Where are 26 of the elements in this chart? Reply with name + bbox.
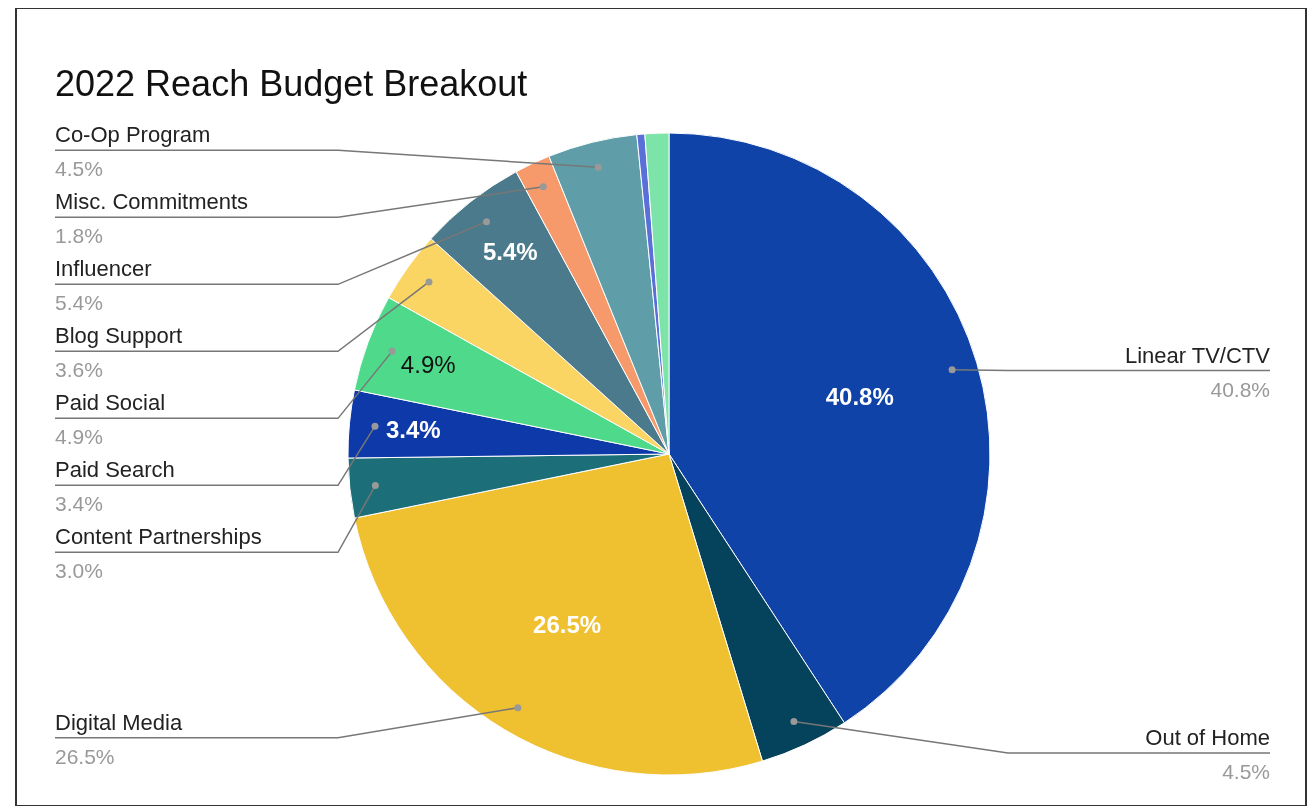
data-label: 5.4%: [482, 238, 538, 266]
data-label: 4.5%: [55, 157, 103, 181]
slice-label: Linear TV/CTV: [1124, 342, 1271, 368]
chart-title: 2022 Reach Budget Breakout: [55, 63, 528, 104]
slice-label: Paid Search: [55, 457, 175, 483]
text: 26.5%: [55, 744, 115, 768]
text: 40.8%: [1210, 377, 1270, 401]
data-label: 26.5%: [533, 610, 602, 638]
slice-label: Influencer: [55, 256, 152, 282]
slice-label: Co-Op Program: [55, 122, 211, 148]
slice-label: Out of Home: [1145, 724, 1270, 750]
text: 5.4%: [55, 291, 103, 315]
data-label: 4.5%: [1222, 759, 1270, 783]
slice-label: Paid Social: [55, 390, 166, 416]
data-label: 3.0%: [55, 559, 103, 583]
data-label: 3.4%: [385, 415, 441, 443]
data-label: 4.9%: [400, 350, 456, 378]
slice-label: Digital Media: [55, 709, 183, 735]
text: 3.4%: [55, 492, 103, 516]
data-label: 1.8%: [55, 224, 103, 248]
slice-label: Misc. Commitments: [55, 189, 249, 215]
slice-label: Blog Support: [55, 323, 183, 349]
data-label: 40.8%: [825, 383, 894, 411]
text: 4.9%: [55, 425, 103, 449]
data-label: 3.6%: [55, 358, 103, 382]
slice-label: Content Partnerships: [55, 524, 262, 550]
